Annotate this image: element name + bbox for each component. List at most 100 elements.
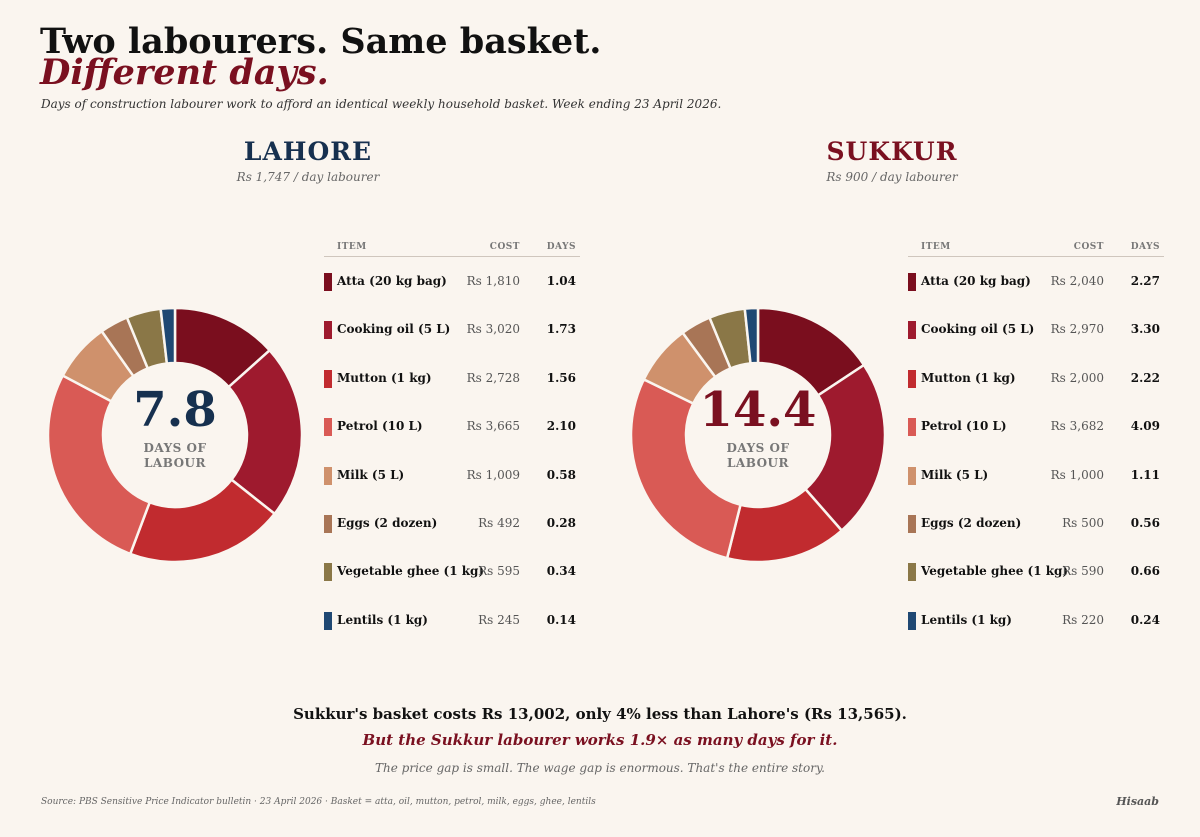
- table-row: Vegetable ghee (1 kg) Rs 595 0.34: [324, 562, 580, 582]
- table-row: Milk (5 L) Rs 1,000 1.11: [908, 466, 1164, 486]
- lahore-breakdown-table: ITEM COST DAYS Atta (20 kg bag) Rs 1,810 1…: [324, 240, 580, 640]
- legend-swatch: [324, 611, 332, 630]
- legend-swatch: [324, 466, 332, 485]
- item-cost: Rs 3,020: [466, 322, 520, 337]
- item-days: 3.30: [1130, 322, 1160, 337]
- item-cost: Rs 1,810: [466, 274, 520, 288]
- item-label: Cooking oil (5 L): [921, 322, 1035, 337]
- item-cost: Rs 1,009: [466, 467, 520, 482]
- table-row: Milk (5 L) Rs 1,009 0.58: [324, 466, 580, 486]
- cost-column-header: COST: [1073, 242, 1104, 252]
- item-label: Eggs (2 dozen): [921, 516, 1022, 530]
- item-days: 1.73: [546, 322, 576, 337]
- table-row: Vegetable ghee (1 kg) Rs 590 0.66: [908, 562, 1164, 582]
- item-label: Eggs (2 dozen): [337, 516, 438, 530]
- table-row: Atta (20 kg bag) Rs 2,040 2.27: [908, 272, 1164, 292]
- item-days: 4.09: [1130, 419, 1160, 434]
- item-days: 0.34: [546, 564, 576, 579]
- item-cost: Rs 3,682: [1050, 419, 1104, 434]
- donut-slice-mutton: [128, 477, 277, 564]
- table-row: Mutton (1 kg) Rs 2,000 2.22: [908, 369, 1164, 389]
- item-days: 0.24: [1130, 612, 1160, 627]
- item-cost: Rs 590: [1062, 564, 1104, 579]
- item-cost: Rs 3,665: [466, 419, 520, 434]
- legend-swatch: [324, 515, 332, 533]
- item-label: Petrol (10 L): [337, 419, 423, 434]
- item-label: Milk (5 L): [921, 467, 989, 482]
- table-row: Cooking oil (5 L) Rs 2,970 3.30: [908, 320, 1164, 340]
- donut-slice-lentils: [743, 306, 760, 365]
- item-cost: Rs 595: [478, 564, 520, 579]
- item-label: Lentils (1 kg): [921, 612, 1012, 627]
- item-label: Cooking oil (5 L): [337, 322, 451, 337]
- item-label: Vegetable ghee (1 kg): [337, 564, 485, 579]
- legend-swatch: [908, 515, 916, 533]
- table-header: ITEM COST DAYS: [908, 240, 1164, 257]
- summary-emphasis: But the Sukkur labourer works 1.9× as ma…: [362, 731, 838, 749]
- brand-logo: Hisaab: [1116, 795, 1159, 808]
- table-row: Eggs (2 dozen) Rs 500 0.56: [908, 514, 1164, 534]
- lahore-daily-wage: Rs 1,747 / day labourer: [236, 170, 380, 184]
- lahore-city-title: LAHORE: [243, 137, 373, 166]
- item-label: Lentils (1 kg): [337, 612, 428, 627]
- item-days: 1.11: [1130, 467, 1160, 482]
- table-header: ITEM COST DAYS: [324, 240, 580, 257]
- item-cost: Rs 2,970: [1050, 322, 1104, 337]
- sukkur-total-days: 14.4: [699, 382, 817, 438]
- chart-title-emphasis: Different days.: [40, 52, 329, 93]
- legend-swatch: [324, 369, 332, 388]
- sukkur-city-title: SUKKUR: [826, 137, 958, 166]
- legend-swatch: [908, 563, 916, 582]
- item-cost: Rs 1,000: [1050, 467, 1104, 482]
- item-label: Petrol (10 L): [921, 419, 1007, 434]
- days-column-header: DAYS: [546, 242, 576, 252]
- item-label: Vegetable ghee (1 kg): [921, 564, 1069, 579]
- table-row: Mutton (1 kg) Rs 2,728 1.56: [324, 369, 580, 389]
- summary-note: The price gap is small. The wage gap is …: [375, 761, 825, 775]
- item-days: 0.58: [546, 467, 576, 482]
- legend-swatch: [324, 418, 332, 437]
- table-row: Petrol (10 L) Rs 3,665 2.10: [324, 417, 580, 437]
- source-note: Source: PBS Sensitive Price Indicator bu…: [41, 797, 596, 807]
- item-label: Mutton (1 kg): [337, 370, 432, 385]
- item-cost: Rs 492: [478, 516, 520, 530]
- item-cost: Rs 2,728: [466, 370, 520, 385]
- table-row: Atta (20 kg bag) Rs 1,810 1.04: [324, 272, 580, 292]
- item-label: Atta (20 kg bag): [337, 274, 447, 288]
- legend-swatch: [908, 466, 916, 485]
- item-days: 2.10: [546, 419, 576, 434]
- donut-slice-lentils: [159, 306, 177, 365]
- legend-swatch: [908, 321, 916, 340]
- lahore-total-days: 7.8: [133, 382, 217, 438]
- item-days: 0.14: [546, 612, 576, 627]
- item-label: Atta (20 kg bag): [921, 274, 1031, 288]
- item-cost: Rs 2,040: [1050, 274, 1104, 288]
- table-row: Lentils (1 kg) Rs 220 0.24: [908, 611, 1164, 631]
- item-days: 1.04: [546, 274, 576, 288]
- summary-headline: Sukkur's basket costs Rs 13,002, only 4%…: [293, 705, 907, 723]
- legend-swatch: [324, 321, 332, 340]
- item-cost: Rs 220: [1062, 612, 1104, 627]
- item-days: 0.28: [546, 516, 576, 530]
- days-column-header: DAYS: [1130, 242, 1160, 252]
- legend-swatch: [908, 418, 916, 437]
- table-row: Petrol (10 L) Rs 3,682 4.09: [908, 417, 1164, 437]
- sukkur-center-label-line2: LABOUR: [726, 456, 789, 470]
- item-cost: Rs 245: [478, 612, 520, 627]
- donut-slice-petrol: [629, 377, 743, 560]
- item-label: Milk (5 L): [337, 467, 405, 482]
- sukkur-breakdown-table: ITEM COST DAYS Atta (20 kg bag) Rs 2,040 2…: [908, 240, 1164, 640]
- donut-slice-petrol: [46, 373, 152, 556]
- legend-swatch: [324, 563, 332, 582]
- lahore-center-label-line2: LABOUR: [143, 456, 206, 470]
- lahore-donut-chart: [46, 306, 304, 564]
- chart-title: Two labourers. Same basket.: [40, 21, 602, 62]
- item-days: 1.56: [546, 370, 576, 385]
- table-row: Eggs (2 dozen) Rs 492 0.28: [324, 514, 580, 534]
- lahore-center-label-line1: DAYS OF: [143, 441, 207, 455]
- legend-swatch: [908, 611, 916, 630]
- item-days: 2.27: [1130, 274, 1160, 288]
- table-row: Lentils (1 kg) Rs 245 0.14: [324, 611, 580, 631]
- item-column-header: ITEM: [921, 242, 951, 252]
- item-days: 2.22: [1130, 370, 1160, 385]
